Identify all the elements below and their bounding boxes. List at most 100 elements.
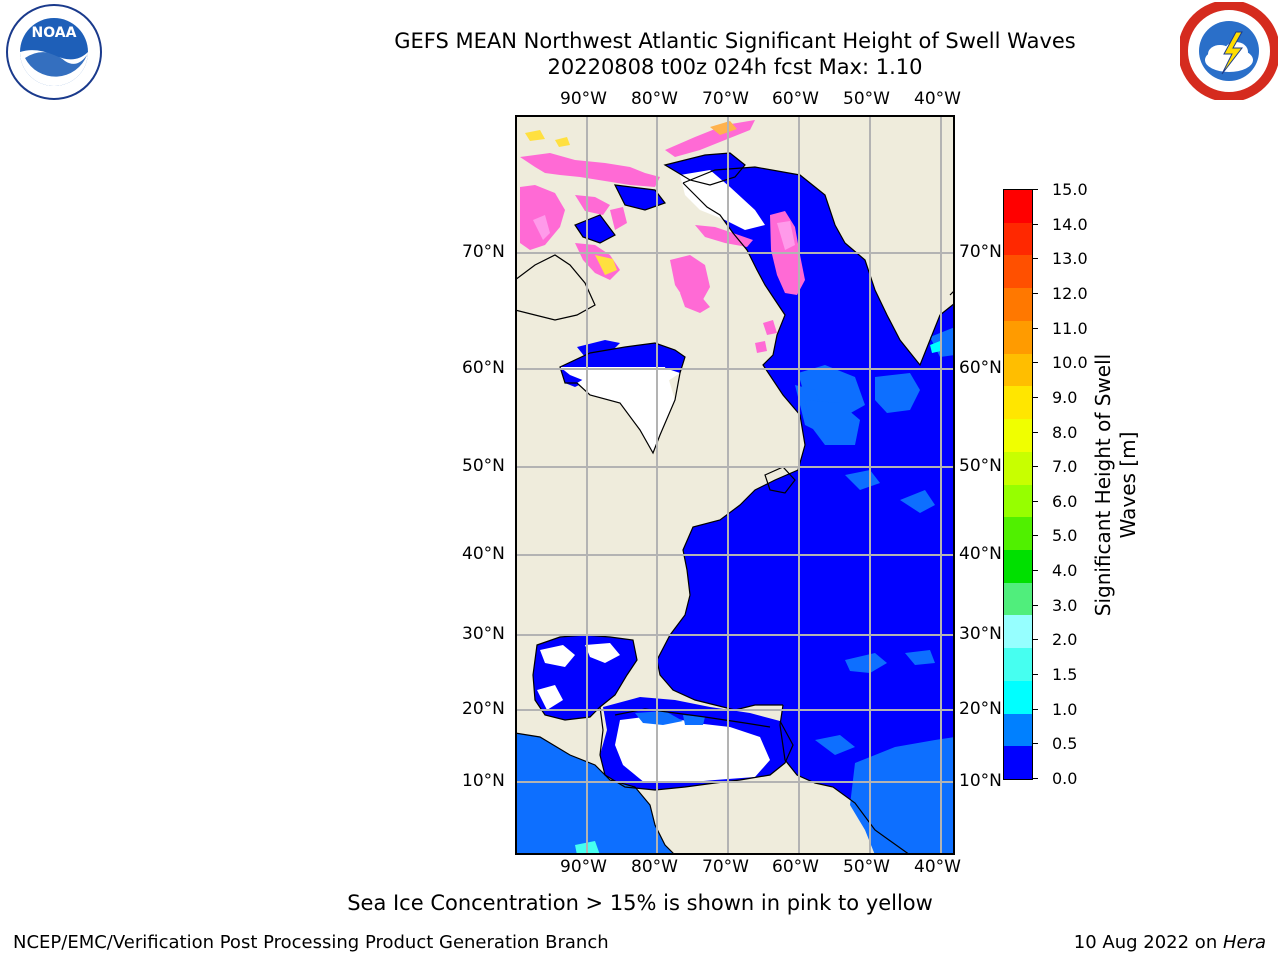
noaa-logo-text: NOAA [32, 25, 77, 41]
colorbar-tick-mark [1032, 466, 1038, 468]
colorbar-tick-label: 14.0 [1052, 214, 1088, 234]
colorbar-tick-mark [1032, 708, 1038, 710]
map-panel [515, 115, 955, 855]
lat-label-10n-right: 10°N [959, 771, 1002, 791]
colorbar-segment [1004, 517, 1032, 551]
colorbar-tick-mark [1032, 189, 1038, 190]
lat-label-70n-right: 70°N [959, 242, 1002, 262]
colorbar-tick-mark [1032, 327, 1038, 329]
colorbar-tick-label: 11.0 [1052, 318, 1088, 338]
lon-label-40w-top: 40°W [914, 89, 961, 109]
colorbar-tick-label: 15.0 [1052, 180, 1088, 199]
colorbar-tick-label: 3.0 [1052, 595, 1078, 615]
colorbar-tick-mark [1032, 223, 1038, 225]
colorbar-segment [1004, 615, 1032, 649]
lon-label-60w-bottom: 60°W [772, 857, 819, 877]
colorbar-tick-label: 5.0 [1052, 526, 1078, 546]
colorbar-segment [1004, 190, 1032, 224]
lat-label-50n-left: 50°N [462, 456, 505, 476]
colorbar-tick-mark [1032, 258, 1038, 260]
colorbar-segment [1004, 549, 1032, 584]
colorbar-segment [1004, 680, 1032, 715]
colorbar-segment [1004, 419, 1032, 453]
lat-label-20n-left: 20°N [462, 699, 505, 719]
caribbean-nodata [615, 715, 770, 783]
lon-label-50w-top: 50°W [843, 89, 890, 109]
colorbar-tick-mark [1032, 535, 1038, 537]
colorbar-tick-label: 1.5 [1052, 665, 1078, 685]
colorbar-title-line2: Waves [m] [1116, 431, 1140, 539]
lon-label-80w-bottom: 80°W [631, 857, 678, 877]
colorbar-tick-mark [1032, 778, 1038, 779]
colorbar-tick-mark [1032, 570, 1038, 572]
pacific-ocean [515, 733, 675, 855]
sea-ice-caption: Sea Ice Concentration > 15% is shown in … [347, 891, 933, 915]
colorbar-segment [1004, 713, 1032, 747]
lon-label-90w-bottom: 90°W [560, 857, 607, 877]
james-bay-nodata [577, 367, 675, 453]
colorbar-segment [1004, 320, 1032, 355]
coastlines [515, 152, 955, 855]
lat-label-30n-right: 30°N [959, 624, 1002, 644]
map-title: GEFS MEAN Northwest Atlantic Significant… [394, 29, 1076, 53]
colorbar-tick-mark [1032, 362, 1038, 364]
arctic-nodata [680, 170, 765, 230]
graticule [515, 115, 955, 855]
colorbar-tick-mark [1032, 500, 1038, 502]
colorbar-tick-label: 9.0 [1052, 387, 1078, 407]
lat-label-70n-left: 70°N [462, 242, 505, 262]
colorbar-tick-label: 0.0 [1052, 769, 1078, 788]
colorbar-tick-label: 10.0 [1052, 353, 1088, 373]
colorbar-segment [1004, 648, 1032, 682]
colorbar-tick-mark [1032, 396, 1038, 398]
colorbar-labels: 15.0 14.0 13.0 12.0 11.0 10.0 9.0 8.0 7.0 6.0 5.0 4… [1032, 180, 1100, 792]
map-subtitle: 20220808 t00z 024h fcst Max: 1.10 [547, 55, 923, 79]
colorbar-tick-mark [1032, 639, 1038, 641]
map-frame [515, 115, 955, 855]
lat-label-30n-left: 30°N [462, 624, 505, 644]
colorbar-tick-label: 0.5 [1052, 734, 1078, 754]
lat-label-40n-right: 40°N [959, 544, 1002, 564]
colorbar-tick-label: 2.0 [1052, 630, 1078, 650]
footer-host: Hera [1222, 932, 1266, 953]
noaa-logo: NOAA [6, 4, 102, 100]
lat-label-50n-right: 50°N [959, 456, 1002, 476]
colorbar-tick-label: 12.0 [1052, 283, 1088, 303]
colorbar-segment [1004, 386, 1032, 420]
lat-label-60n-left: 60°N [462, 358, 505, 378]
lat-label-60n-right: 60°N [959, 358, 1002, 378]
nws-logo [1180, 2, 1278, 100]
colorbar-tick-mark [1032, 431, 1038, 433]
colorbar-tick-mark [1032, 604, 1038, 606]
lon-label-90w-top: 90°W [560, 89, 607, 109]
lon-label-80w-top: 80°W [631, 89, 678, 109]
colorbar-tick-mark [1032, 292, 1038, 294]
colorbar [1003, 189, 1033, 780]
lat-label-40n-left: 40°N [462, 544, 505, 564]
lat-label-10n-left: 10°N [462, 771, 505, 791]
footer-credit: NCEP/EMC/Verification Post Processing Pr… [13, 932, 609, 953]
colorbar-tick-label: 1.0 [1052, 699, 1078, 719]
swell-patches [795, 327, 955, 855]
sea-ice-overlay [520, 120, 805, 353]
lon-label-40w-bottom: 40°W [914, 857, 961, 877]
colorbar-tick-mark [1032, 674, 1038, 676]
colorbar-tick-mark [1032, 743, 1038, 745]
colorbar-title-line1: Significant Height of Swell [1091, 353, 1115, 617]
colorbar-segment [1004, 484, 1032, 518]
lon-label-70w-bottom: 70°W [702, 857, 749, 877]
colorbar-tick-label: 6.0 [1052, 491, 1078, 511]
colorbar-tick-label: 8.0 [1052, 422, 1078, 442]
colorbar-segment [1004, 288, 1032, 322]
colorbar-title: Significant Height of Swell Waves [m] [1091, 285, 1141, 685]
colorbar-tick-label: 4.0 [1052, 561, 1078, 581]
lon-label-50w-bottom: 50°W [843, 857, 890, 877]
atlantic-ocean [657, 167, 955, 855]
colorbar-tick-label: 13.0 [1052, 249, 1088, 269]
footer-date: 10 Aug 2022 on Hera [1074, 932, 1266, 953]
colorbar-segment [1004, 222, 1032, 256]
colorbar-segment [1004, 353, 1032, 387]
colorbar-segment [1004, 255, 1032, 289]
colorbar-segment [1004, 746, 1032, 780]
lon-label-70w-top: 70°W [702, 89, 749, 109]
